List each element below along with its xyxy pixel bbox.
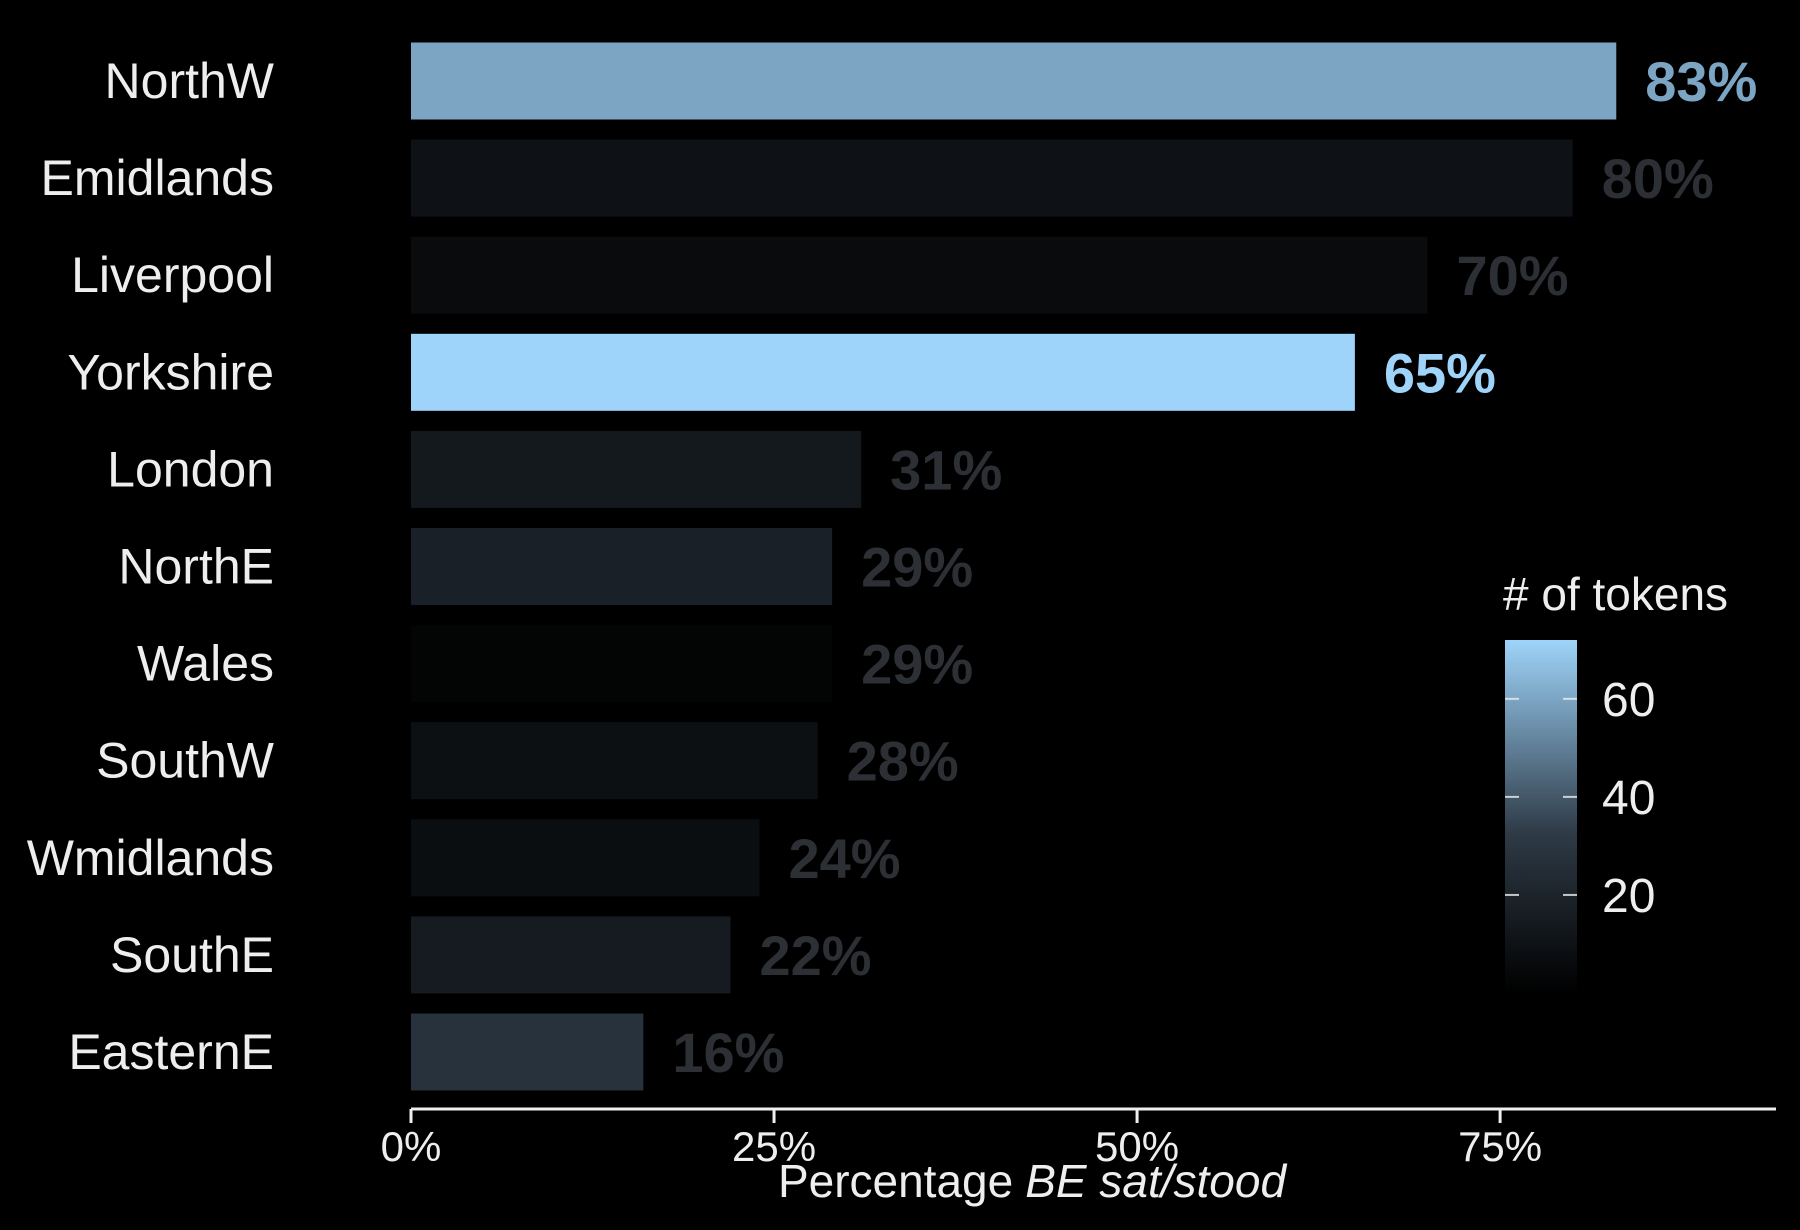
category-label-yorkshire: Yorkshire bbox=[67, 344, 274, 400]
color-legend: # of tokens 20 40 60 bbox=[1503, 568, 1728, 993]
category-label-wales: Wales bbox=[137, 636, 274, 692]
bar-southe bbox=[411, 916, 731, 994]
value-label-easterne: 16% bbox=[672, 1021, 784, 1084]
value-label-london: 31% bbox=[890, 438, 1002, 501]
legend-tick-label-60: 60 bbox=[1602, 674, 1655, 727]
x-axis-title: Percentage BE sat/stood bbox=[778, 1155, 1288, 1207]
category-label-northe: NorthE bbox=[118, 539, 274, 595]
bars: NorthW 83% Emidlands 80% Liverpool 70% Yorkshi… bbox=[27, 42, 1757, 1091]
x-axis-title-plain: Percentage bbox=[778, 1155, 1013, 1207]
category-label-southe: SouthE bbox=[110, 927, 274, 983]
bar-easterne bbox=[411, 1013, 644, 1091]
category-label-london: London bbox=[107, 441, 274, 497]
value-label-liverpool: 70% bbox=[1456, 244, 1568, 307]
bar-yorkshire bbox=[411, 333, 1355, 411]
x-tick-label-25: 25% bbox=[732, 1123, 816, 1170]
x-axis: 0% 25% 50% 75% bbox=[381, 1107, 1776, 1170]
legend-ticks: 20 40 60 bbox=[1505, 674, 1655, 923]
value-label-wales: 29% bbox=[861, 633, 973, 696]
value-label-yorkshire: 65% bbox=[1384, 341, 1496, 404]
x-tick-label-75: 75% bbox=[1458, 1123, 1542, 1170]
value-label-northw: 83% bbox=[1645, 50, 1757, 113]
value-label-wmidlands: 24% bbox=[789, 827, 901, 890]
x-axis-title-italic: BE sat/stood bbox=[1025, 1155, 1287, 1207]
category-label-wmidlands: Wmidlands bbox=[27, 830, 274, 886]
category-label-southw: SouthW bbox=[96, 733, 275, 789]
bar-northe bbox=[411, 528, 833, 605]
bar-wales bbox=[411, 625, 833, 703]
value-label-northe: 29% bbox=[861, 536, 973, 599]
bar-liverpool bbox=[411, 236, 1428, 314]
legend-tick-label-20: 20 bbox=[1602, 870, 1655, 923]
value-label-southw: 28% bbox=[847, 730, 959, 793]
bar-emidlands bbox=[411, 139, 1573, 217]
x-tick-label-50: 50% bbox=[1095, 1123, 1179, 1170]
x-tick-label-0: 0% bbox=[381, 1123, 442, 1170]
bar-wmidlands bbox=[411, 819, 760, 897]
bar-southw bbox=[411, 722, 818, 800]
category-label-northw: NorthW bbox=[105, 53, 275, 109]
value-label-southe: 22% bbox=[759, 924, 871, 987]
bar-london bbox=[411, 430, 862, 508]
legend-title: # of tokens bbox=[1503, 568, 1728, 620]
category-label-liverpool: Liverpool bbox=[71, 247, 274, 303]
category-label-emidlands: Emidlands bbox=[41, 150, 274, 206]
category-label-easterne: EasternE bbox=[68, 1024, 274, 1080]
value-label-emidlands: 80% bbox=[1602, 147, 1714, 210]
legend-tick-label-40: 40 bbox=[1602, 772, 1655, 825]
legend-colorbar bbox=[1505, 640, 1577, 993]
bar-northw bbox=[411, 42, 1617, 120]
